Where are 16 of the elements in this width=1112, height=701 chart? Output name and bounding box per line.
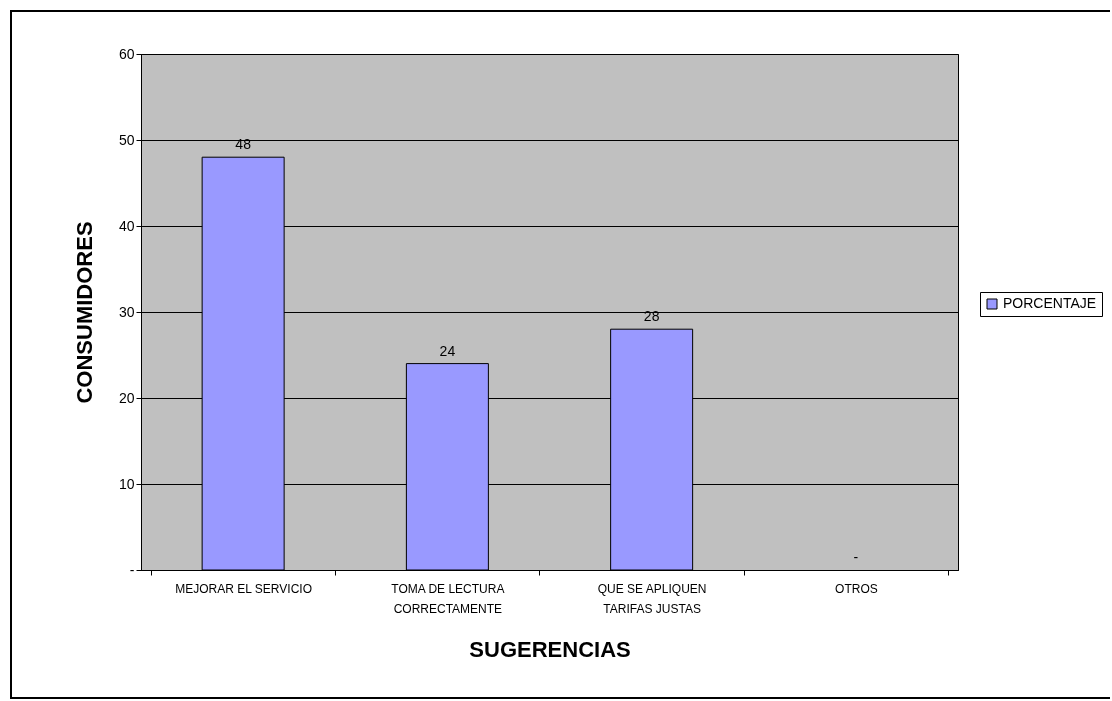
x-axis-title: SUGERENCIAS	[469, 636, 631, 662]
data-label: 24	[439, 342, 456, 359]
y-axis-title: CONSUMIDORES	[71, 221, 97, 404]
y-tick-label: -	[129, 561, 135, 578]
legend-label: PORCENTAJE	[1003, 295, 1097, 311]
y-tick-label: 60	[118, 45, 135, 62]
x-tick-label: TOMA DE LECTURA CORRECTAMENTE	[391, 581, 505, 616]
y-tick-label: 10	[118, 475, 135, 492]
y-tick-label: 50	[118, 131, 135, 148]
y-tick-label: 30	[118, 303, 135, 320]
data-label: -	[853, 549, 859, 565]
x-tick-label: MEJORAR EL SERVICIO	[175, 581, 312, 596]
y-tick-label: 20	[118, 389, 135, 406]
x-tick-label: OTROS	[835, 581, 878, 596]
x-tick-label: QUE SE APLIQUEN TARIFAS JUSTAS	[597, 581, 707, 616]
y-tick-label: 40	[118, 217, 135, 234]
